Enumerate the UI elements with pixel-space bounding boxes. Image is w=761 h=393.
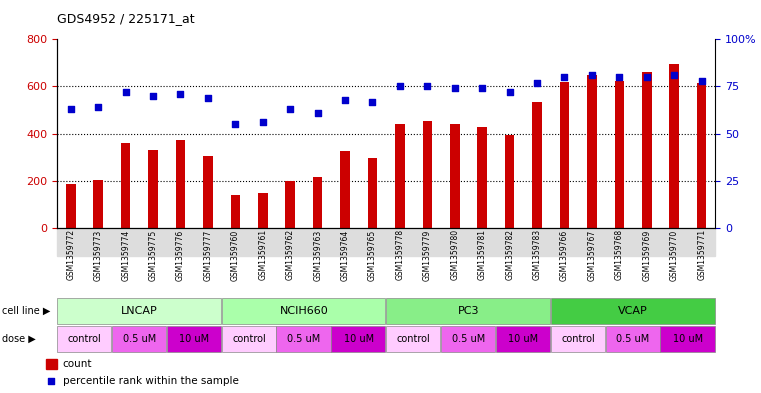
Point	[119, 89, 132, 95]
Bar	[57, 298, 221, 323]
Point	[422, 83, 434, 90]
Text: control: control	[396, 334, 431, 344]
Point	[476, 85, 489, 92]
Bar	[496, 327, 550, 352]
Bar	[57, 327, 111, 352]
Bar	[66, 184, 75, 228]
Text: LNCAP: LNCAP	[121, 306, 158, 316]
Text: count: count	[62, 359, 92, 369]
Bar	[532, 102, 542, 228]
Point	[449, 85, 461, 92]
Bar	[587, 75, 597, 228]
Point	[641, 74, 653, 80]
Bar	[559, 82, 569, 228]
Point	[284, 106, 296, 112]
Bar	[422, 121, 432, 228]
Bar	[231, 195, 240, 228]
Text: VCAP: VCAP	[618, 306, 648, 316]
Bar	[167, 327, 221, 352]
Bar	[386, 327, 441, 352]
Bar	[221, 327, 275, 352]
Point	[504, 89, 516, 95]
Point	[339, 97, 351, 103]
Bar	[285, 181, 295, 228]
Bar	[395, 124, 405, 228]
Point	[366, 98, 378, 105]
Point	[531, 79, 543, 86]
Bar	[670, 64, 679, 228]
Text: GDS4952 / 225171_at: GDS4952 / 225171_at	[57, 12, 195, 25]
Bar	[368, 158, 377, 228]
Point	[202, 95, 214, 101]
Point	[394, 83, 406, 90]
Bar	[57, 228, 715, 256]
Bar	[176, 140, 185, 228]
Point	[696, 78, 708, 84]
Bar	[112, 327, 166, 352]
Bar	[148, 150, 158, 228]
Bar	[386, 298, 550, 323]
Text: cell line ▶: cell line ▶	[2, 306, 51, 316]
Point	[65, 106, 77, 112]
Point	[613, 74, 626, 80]
Point	[46, 378, 58, 384]
Point	[229, 121, 241, 127]
Text: 10 uM: 10 uM	[673, 334, 703, 344]
Bar	[697, 83, 706, 228]
Bar	[94, 180, 103, 228]
Text: percentile rank within the sample: percentile rank within the sample	[62, 376, 239, 386]
Bar	[450, 124, 460, 228]
Text: 0.5 uM: 0.5 uM	[123, 334, 156, 344]
Point	[174, 91, 186, 97]
Bar	[276, 327, 330, 352]
Text: 0.5 uM: 0.5 uM	[452, 334, 485, 344]
Bar	[505, 135, 514, 228]
Bar	[203, 156, 213, 228]
Point	[668, 72, 680, 78]
Bar	[313, 177, 323, 228]
Point	[586, 72, 598, 78]
Text: 0.5 uM: 0.5 uM	[616, 334, 650, 344]
Bar	[331, 327, 385, 352]
Bar	[551, 327, 605, 352]
Text: 10 uM: 10 uM	[508, 334, 539, 344]
Bar	[340, 151, 350, 228]
Text: dose ▶: dose ▶	[2, 334, 36, 344]
Point	[92, 104, 104, 110]
Bar	[661, 327, 715, 352]
Text: 0.5 uM: 0.5 uM	[288, 334, 320, 344]
Point	[256, 119, 269, 125]
Text: control: control	[68, 334, 101, 344]
Point	[559, 74, 571, 80]
Bar	[221, 298, 385, 323]
Bar	[606, 327, 660, 352]
Bar	[551, 298, 715, 323]
Bar	[121, 143, 130, 228]
Bar	[441, 327, 495, 352]
Bar	[615, 81, 624, 228]
Bar	[477, 127, 487, 228]
Bar	[46, 358, 56, 369]
Text: 10 uM: 10 uM	[344, 334, 374, 344]
Text: NCIH660: NCIH660	[279, 306, 328, 316]
Text: control: control	[562, 334, 595, 344]
Text: control: control	[232, 334, 266, 344]
Point	[311, 110, 323, 116]
Text: 10 uM: 10 uM	[179, 334, 209, 344]
Bar	[258, 193, 268, 228]
Bar	[642, 72, 651, 228]
Point	[147, 93, 159, 99]
Text: PC3: PC3	[457, 306, 479, 316]
